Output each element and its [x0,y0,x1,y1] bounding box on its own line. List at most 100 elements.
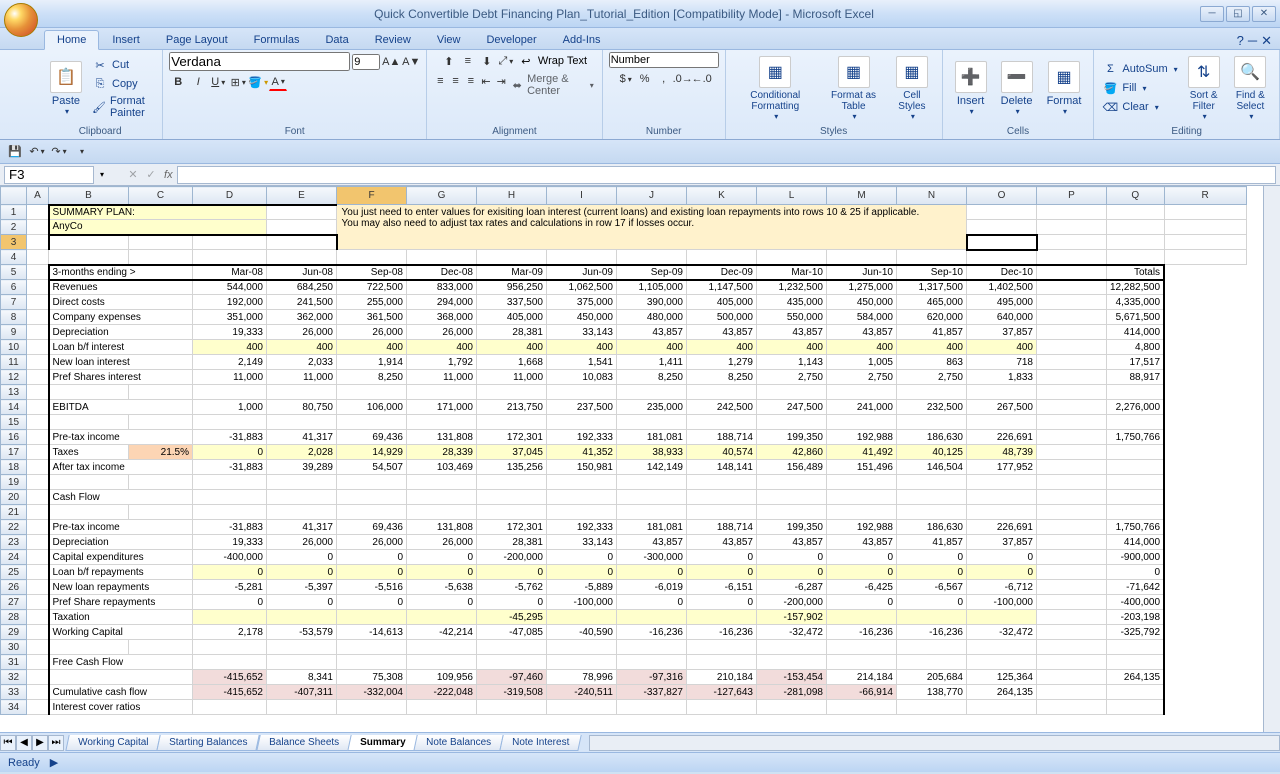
find-select-button[interactable]: 🔍Find & Select▾ [1228,54,1273,123]
tab-formulas[interactable]: Formulas [241,30,313,49]
undo-button[interactable]: ↶▾ [28,143,46,161]
sheet-tab-balance-sheets[interactable]: Balance Sheets [256,735,351,751]
merge-icon: ⬌ [511,77,523,93]
fx-cancel-button[interactable]: ✕ [124,166,142,184]
number-label: Number [609,124,719,139]
align-right-button[interactable]: ≡ [464,72,478,90]
tab-insert[interactable]: Insert [99,30,153,49]
fill-color-button[interactable]: 🪣▾ [249,73,267,91]
indent-increase-button[interactable]: ⇥ [494,72,508,90]
spreadsheet-grid[interactable]: ABCDEFGHIJKLMNOPQR1SUMMARY PLAN:You just… [0,186,1247,715]
close-wkbk-button[interactable]: ✕ [1261,33,1272,49]
office-button[interactable] [4,3,38,37]
paste-button[interactable]: 📋 Paste▾ [44,59,88,118]
tab-page-layout[interactable]: Page Layout [153,30,241,49]
shrink-font-button[interactable]: A▼ [402,53,420,71]
formula-input[interactable] [177,166,1276,184]
conditional-formatting-button[interactable]: ▦Conditional Formatting▾ [732,54,819,123]
percent-button[interactable]: % [636,70,654,88]
wrap-text-button[interactable]: ↩Wrap Text [516,52,589,70]
merge-center-button[interactable]: ⬌Merge & Center▾ [509,72,595,98]
wrap-icon: ↩ [518,53,534,69]
orientation-button[interactable]: ⤢▾ [497,52,515,70]
font-name-select[interactable] [169,52,350,71]
clear-button[interactable]: ⌫Clear▾ [1100,98,1179,116]
fill-button[interactable]: 🪣Fill▾ [1100,79,1179,97]
sheet-tab-starting-balances[interactable]: Starting Balances [157,735,261,751]
sheet-tab-summary[interactable]: Summary [347,735,418,751]
copy-icon: ⎘ [92,76,108,92]
save-button[interactable]: 💾 [6,143,24,161]
tab-review[interactable]: Review [362,30,424,49]
font-size-select[interactable] [352,54,380,70]
align-left-button[interactable]: ≡ [433,72,447,90]
sort-filter-button[interactable]: ⇅Sort & Filter▾ [1182,54,1226,123]
tab-home[interactable]: Home [44,30,99,50]
cell-styles-icon: ▦ [896,56,928,88]
redo-button[interactable]: ↷▾ [50,143,68,161]
cut-button[interactable]: ✂Cut [90,56,156,74]
tab-view[interactable]: View [424,30,474,49]
minimize-ribbon-button[interactable]: ─ [1248,33,1257,49]
font-label: Font [169,124,420,139]
tab-nav-first[interactable]: ⏮ [0,735,16,751]
font-color-button[interactable]: A▾ [269,73,287,91]
grow-font-button[interactable]: A▲ [382,53,400,71]
italic-button[interactable]: I [189,73,207,91]
macro-icon[interactable]: ▶ [50,756,58,769]
vertical-scrollbar[interactable] [1263,186,1280,732]
help-button[interactable]: ? [1237,33,1244,49]
name-box[interactable] [4,166,94,184]
find-icon: 🔍 [1234,56,1266,88]
sheet-tab-working-capital[interactable]: Working Capital [65,735,161,751]
border-button[interactable]: ⊞▾ [229,73,247,91]
sheet-tab-note-interest[interactable]: Note Interest [500,735,583,751]
group-alignment: ⬆ ≡ ⬇ ⤢▾ ↩Wrap Text ≡ ≡ ≡ ⇤ ⇥ ⬌Merge & C… [427,50,602,139]
format-table-button[interactable]: ▦Format as Table▾ [821,54,886,123]
tab-nav-last[interactable]: ⏭ [48,735,64,751]
insert-cells-button[interactable]: ➕Insert▾ [949,59,993,118]
increase-decimal-button[interactable]: .0→ [674,70,692,88]
align-center-button[interactable]: ≡ [448,72,462,90]
restore-button[interactable]: ◱ [1226,6,1250,22]
quick-access-toolbar: 💾 ↶▾ ↷▾ ▾ [0,140,1280,164]
cut-icon: ✂ [92,57,108,73]
tab-nav-prev[interactable]: ◀ [16,735,32,751]
tab-data[interactable]: Data [312,30,361,49]
tab-add-ins[interactable]: Add-Ins [550,30,614,49]
qat-more-button[interactable]: ▾ [72,143,90,161]
format-cells-button[interactable]: ▦Format▾ [1041,59,1088,118]
group-number: $▾ % , .0→ ←.0 Number [603,50,726,139]
horizontal-scrollbar[interactable] [589,735,1280,751]
table-icon: ▦ [838,56,870,88]
tab-nav-next[interactable]: ▶ [32,735,48,751]
sigma-icon: Σ [1102,61,1118,77]
cell-styles-button[interactable]: ▦Cell Styles▾ [888,54,935,123]
copy-button[interactable]: ⎘Copy [90,75,156,93]
name-box-dropdown[interactable]: ▾ [100,170,104,179]
currency-button[interactable]: $▾ [617,70,635,88]
styles-label: Styles [732,124,936,139]
autosum-button[interactable]: ΣAutoSum▾ [1100,60,1179,78]
format-painter-button[interactable]: 🖌Format Painter [90,94,156,120]
indent-decrease-button[interactable]: ⇤ [479,72,493,90]
minimize-button[interactable]: ─ [1200,6,1224,22]
close-button[interactable]: ✕ [1252,6,1276,22]
delete-cells-button[interactable]: ➖Delete▾ [995,59,1039,118]
align-top-button[interactable]: ⬆ [440,52,458,70]
underline-button[interactable]: U▾ [209,73,227,91]
bold-button[interactable]: B [169,73,187,91]
ribbon-tabs: HomeInsertPage LayoutFormulasDataReviewV… [0,28,1280,50]
tab-developer[interactable]: Developer [473,30,549,49]
paste-label: Paste [52,95,80,107]
align-bottom-button[interactable]: ⬇ [478,52,496,70]
editing-label: Editing [1100,124,1273,139]
number-format-select[interactable] [609,52,719,68]
fx-icon[interactable]: fx [164,169,173,181]
comma-button[interactable]: , [655,70,673,88]
decrease-decimal-button[interactable]: ←.0 [693,70,711,88]
align-middle-button[interactable]: ≡ [459,52,477,70]
fx-enter-button[interactable]: ✓ [142,166,160,184]
sheet-tab-bar: ⏮ ◀ ▶ ⏭ Working CapitalStarting Balances… [0,732,1280,752]
sheet-tab-note-balances[interactable]: Note Balances [414,735,504,751]
